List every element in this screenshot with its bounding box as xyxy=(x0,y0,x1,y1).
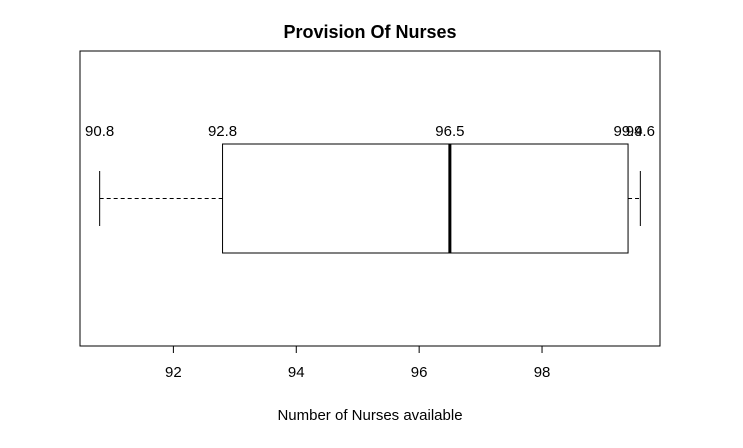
chart-title: Provision Of Nurses xyxy=(283,22,456,42)
x-axis: 92 94 96 98 xyxy=(165,345,551,381)
plot-marks xyxy=(99,143,641,254)
x-tick-label: 92 xyxy=(165,364,182,381)
data-label: 90.8 xyxy=(85,123,114,140)
data-label: 92.8 xyxy=(208,123,237,140)
x-tick-label: 96 xyxy=(411,364,428,381)
x-tick-label: 94 xyxy=(288,364,305,381)
x-tick-label: 98 xyxy=(534,364,551,381)
iqr-box xyxy=(222,143,629,254)
data-label: 99.4 xyxy=(613,123,642,140)
data-labels: 90.8 92.8 96.5 99.499.6 xyxy=(85,123,655,140)
x-axis-label: Number of Nurses available xyxy=(277,407,462,424)
data-label: 96.5 xyxy=(435,123,464,140)
data-label: 99.6 xyxy=(626,123,655,140)
